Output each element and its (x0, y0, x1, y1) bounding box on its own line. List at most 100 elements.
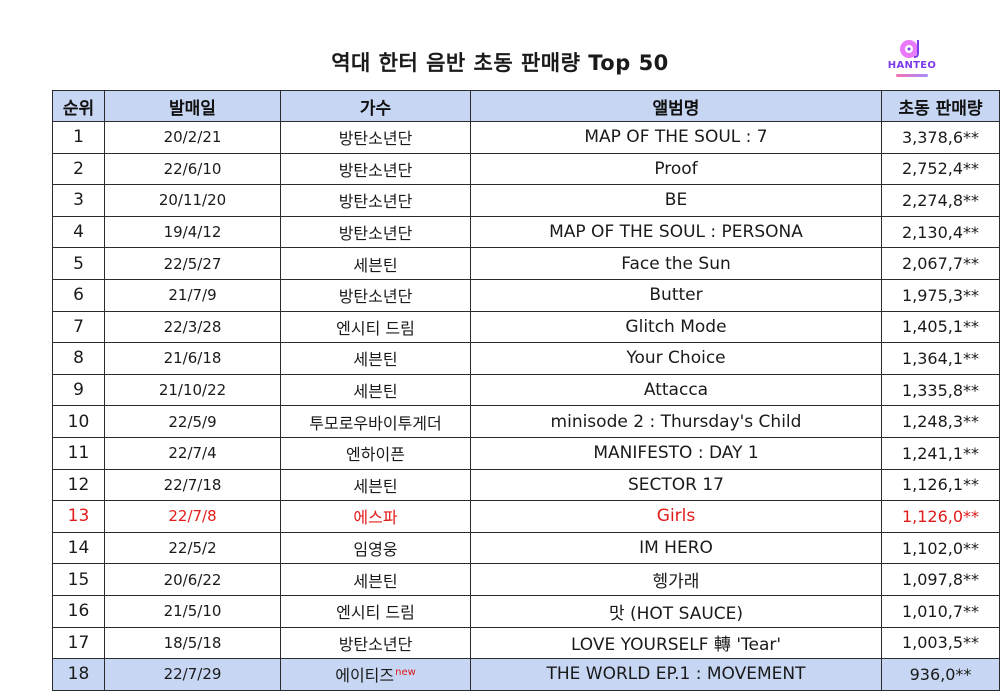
release-date-cell: 21/7/9 (104, 278, 281, 312)
rank-cell: 13 (52, 500, 105, 533)
artist-cell: 에스파 (280, 500, 471, 533)
artist-cell-text: 임영웅 (353, 540, 398, 560)
artist-cell-text: 엔시티 드림 (336, 603, 415, 623)
artist-cell: 방탄소년단 (280, 278, 471, 312)
release-date-cell-text: 21/7/9 (168, 286, 217, 305)
album-cell-text: Face the Sun (621, 253, 731, 274)
table-row: 16 21/5/10 엔시티 드림 맛 (HOT SAUCE) 1,010,7** (52, 594, 1000, 628)
header-date: 발매일 (104, 90, 281, 122)
release-date-cell-text: 22/5/9 (168, 412, 217, 431)
artist-cell-text: 세븐틴 (353, 382, 398, 402)
sales-cell-text: 1,335,8** (901, 380, 980, 400)
artist-cell-text: 세븐틴 (353, 476, 398, 496)
rank-cell-text: 1 (73, 127, 84, 148)
table-row: 5 22/5/27 세븐틴 Face the Sun 2,067,7** (52, 247, 1000, 280)
table-row: 4 19/4/12 방탄소년단 MAP OF THE SOUL : PERSONA 2,… (52, 215, 1000, 249)
artist-cell-text: 세븐틴 (353, 255, 398, 275)
table-row: 10 22/5/9 투모로우바이투게더 minisode 2 : Thursday's… (52, 405, 1000, 438)
album-cell: LOVE YOURSELF 轉 'Tear' (470, 626, 882, 660)
album-cell-text: 맛 (HOT SAUCE) (608, 603, 744, 624)
artist-cell: 세븐틴 (280, 373, 471, 407)
sales-cell-text: 3,378,6** (901, 127, 980, 147)
sales-cell: 1,975,3** (881, 278, 1000, 312)
table-row: 2 22/6/10 방탄소년단 Proof 2,752,4** (52, 152, 1000, 186)
artist-cell-text: 엔하이픈 (346, 445, 405, 465)
table-row: 9 21/10/22 세븐틴 Attacca 1,335,8** (52, 373, 1000, 407)
table-row: 18 22/7/29 에이티즈new THE WORLD EP.1 : MOVEMEN… (52, 658, 1000, 691)
album-cell-text: MAP OF THE SOUL : PERSONA (549, 222, 803, 243)
artist-cell-text: 방탄소년단 (338, 160, 413, 180)
rank-cell-text: 18 (67, 664, 90, 685)
album-cell: Glitch Mode (470, 310, 882, 344)
album-cell-text: Butter (649, 285, 703, 306)
sales-cell-text: 1,241,1** (901, 443, 980, 463)
artist-cell: 방탄소년단 (280, 215, 471, 249)
sales-cell-text: 2,067,7** (901, 254, 980, 274)
sales-cell-text: 2,274,8** (901, 190, 980, 210)
album-cell-text: Your Choice (626, 348, 726, 369)
album-cell-text: MAP OF THE SOUL : 7 (584, 127, 768, 148)
release-date-cell: 22/7/8 (104, 500, 281, 533)
sales-cell: 1,335,8** (881, 373, 1000, 407)
artist-cell-text: 에스파 (353, 508, 398, 528)
sales-cell-text: 2,752,4** (901, 159, 980, 179)
sales-cell: 2,274,8** (881, 184, 1000, 217)
artist-cell-text: 투모로우바이투게더 (309, 413, 442, 433)
release-date-cell: 21/6/18 (104, 342, 281, 375)
sales-cell: 936,0** (881, 658, 1000, 691)
rank-cell: 15 (52, 563, 105, 596)
header-rank: 순위 (52, 90, 105, 122)
sales-cell-text: 1,975,3** (901, 285, 980, 305)
release-date-cell-text: 22/7/8 (168, 507, 217, 526)
rank-cell: 10 (52, 405, 105, 438)
release-date-cell-text: 22/7/29 (163, 665, 222, 684)
table-row: 17 18/5/18 방탄소년단 LOVE YOURSELF 轉 'Tear' 1,00… (52, 626, 1000, 660)
sales-cell: 1,248,3** (881, 405, 1000, 438)
rank-cell: 12 (52, 468, 105, 502)
hanteo-logo: HANTEO (884, 38, 940, 82)
album-cell: 헹가래 (470, 563, 882, 596)
album-cell: Face the Sun (470, 247, 882, 280)
release-date-cell: 22/7/18 (104, 468, 281, 502)
rank-cell-text: 2 (73, 158, 84, 179)
rank-cell-text: 8 (73, 348, 84, 369)
sales-cell-text: 936,0** (909, 664, 972, 684)
logo-underline (896, 74, 928, 77)
artist-cell: 에이티즈new (280, 658, 471, 691)
rank-cell: 1 (52, 121, 105, 154)
sales-cell-text: 1,364,1** (901, 348, 980, 368)
artist-cell-text: 세븐틴 (353, 571, 398, 591)
release-date-cell: 22/5/2 (104, 531, 281, 565)
artist-cell-text: 방탄소년단 (338, 224, 413, 244)
artist-cell-text: 세븐틴 (353, 350, 398, 370)
page-title: 역대 한터 음반 초동 판매량 Top 50 (331, 51, 669, 75)
album-cell: THE WORLD EP.1 : MOVEMENT (470, 658, 882, 691)
sales-cell-text: 1,010,7** (901, 601, 980, 621)
rank-cell-text: 3 (73, 190, 84, 211)
release-date-cell: 20/2/21 (104, 121, 281, 154)
rank-cell-text: 17 (67, 632, 90, 653)
release-date-cell-text: 21/6/18 (163, 349, 222, 368)
release-date-cell-text: 21/5/10 (163, 602, 222, 621)
logo-text: HANTEO (887, 60, 937, 71)
album-cell: MAP OF THE SOUL : 7 (470, 121, 882, 154)
table-row: 13 22/7/8 에스파 Girls 1,126,0** (52, 500, 1000, 533)
release-date-cell-text: 20/2/21 (163, 128, 222, 147)
release-date-cell: 22/6/10 (104, 152, 281, 186)
sales-cell-text: 1,405,1** (901, 317, 980, 337)
rank-cell: 6 (52, 278, 105, 312)
header-artist: 가수 (280, 90, 471, 122)
rank-cell-text: 4 (73, 222, 84, 243)
release-date-cell: 22/5/27 (104, 247, 281, 280)
artist-cell-text: 방탄소년단 (338, 192, 413, 212)
table-header-row: 순위 발매일 가수 앨범명 초동 판매량 (52, 90, 1000, 122)
rank-cell-text: 11 (67, 443, 90, 464)
album-cell-text: Girls (656, 506, 696, 527)
rank-cell-text: 14 (67, 538, 90, 559)
sales-cell: 1,405,1** (881, 310, 1000, 344)
sales-table: 순위 발매일 가수 앨범명 초동 판매량 1 20/2/21 방탄소년단 MAP OF… (52, 90, 1000, 691)
album-cell: Butter (470, 278, 882, 312)
artist-cell-text: 방탄소년단 (338, 287, 413, 307)
artist-cell: 세븐틴 (280, 342, 471, 375)
rank-cell-text: 13 (67, 506, 90, 527)
